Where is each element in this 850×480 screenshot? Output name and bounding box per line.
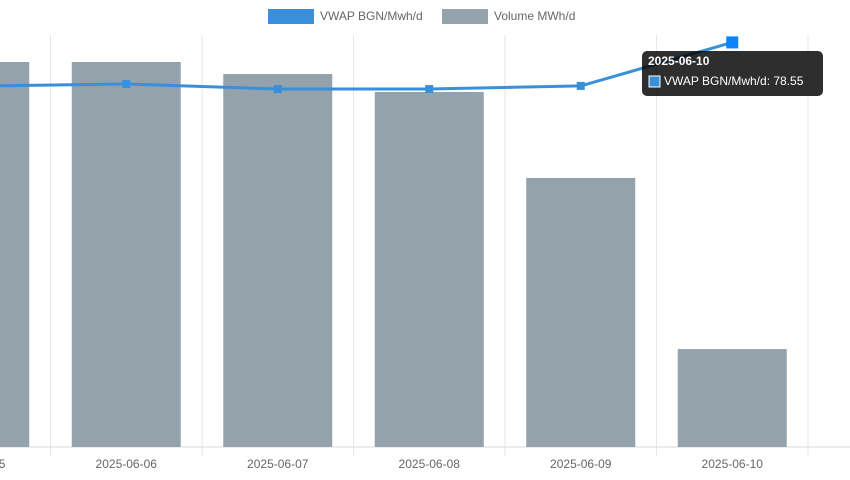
x-tick-label: 2025-06-06 — [96, 457, 158, 471]
point[interactable] — [726, 36, 739, 49]
x-tick-label: 2025-06-07 — [247, 457, 309, 471]
tooltip-label: VWAP BGN/Mwh/d: 78.55 — [664, 74, 804, 88]
bar[interactable] — [71, 61, 181, 448]
bar[interactable] — [526, 177, 636, 448]
tooltip-series: VWAP BGN/Mwh/d — [664, 74, 767, 88]
x-tick-label: 2025-06-05 — [0, 457, 6, 471]
tooltip-title: 2025-06-10 — [648, 54, 710, 68]
legend-label[interactable]: Volume MWh/d — [494, 9, 575, 23]
tooltip-value: 78.55 — [773, 74, 803, 88]
tooltip-box — [642, 51, 823, 96]
legend-swatch[interactable] — [442, 9, 488, 24]
point[interactable] — [425, 85, 434, 94]
bar[interactable] — [223, 74, 333, 448]
legend-swatch[interactable] — [268, 9, 314, 24]
tooltip-swatch — [648, 75, 661, 88]
x-tick-label: 2025-06-10 — [702, 457, 764, 471]
x-tick-label: 2025-06-09 — [550, 457, 612, 471]
tooltip-sep: : — [767, 74, 774, 88]
point[interactable] — [122, 79, 131, 88]
point[interactable] — [273, 85, 282, 94]
legend-label[interactable]: VWAP BGN/Mwh/d — [320, 9, 423, 23]
point[interactable] — [576, 81, 585, 90]
bar[interactable] — [677, 349, 787, 447]
line — [0, 40, 733, 91]
x-tick-label: 2025-06-08 — [399, 457, 461, 471]
bar[interactable] — [374, 91, 484, 448]
bar[interactable] — [0, 61, 30, 448]
tooltip: 2025-06-10 VWAP BGN/Mwh/d: 78.55 — [642, 51, 823, 96]
